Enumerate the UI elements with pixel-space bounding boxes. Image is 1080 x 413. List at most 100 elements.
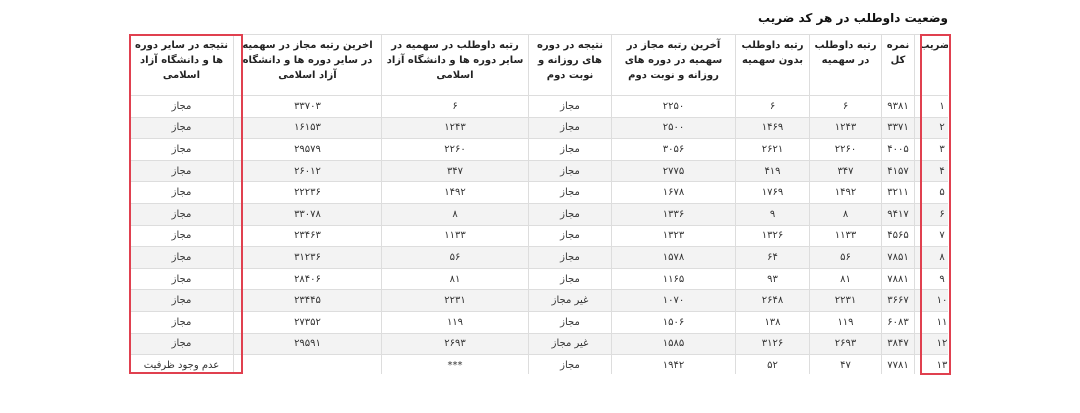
table-cell: ۱۵۰۶ [611, 310, 736, 334]
table-cell: ۲۲۶۰ [809, 138, 882, 161]
table-cell: مجاز [528, 310, 612, 334]
table-cell: مجاز [528, 246, 612, 269]
table-cell: ۷۸۸۱ [881, 267, 915, 291]
table-cell: ۳۳۷۰۳ [233, 95, 382, 118]
table-row: ۹ ۷۸۸۱ ۸۱ ۹۳ ۱۱۶۵ مجاز ۸۱ ۲۸۴۰۶ مجاز [130, 267, 948, 291]
table-cell: ۵۶ [809, 246, 882, 269]
table-cell: ۶۴ [735, 246, 810, 269]
column-header: نتیجه در سایر دوره ها و دانشگاه آزاد اسل… [130, 34, 234, 96]
table-cell: ۹۳ [735, 267, 810, 291]
table-cell: ۲۹۵۷۹ [233, 138, 382, 161]
table-cell: ۱۳۲۳ [611, 224, 736, 248]
table-cell: ۲۷۷۵ [611, 159, 736, 183]
table-cell: ۱۰ [914, 289, 948, 312]
table-cell: ۳۰۵۶ [611, 138, 736, 161]
table-row: ۴ ۴۱۵۷ ۳۴۷ ۴۱۹ ۲۷۷۵ مجاز ۳۴۷ ۲۶۰۱۲ مجاز [130, 159, 948, 183]
table-cell: ۳۱۲۳۶ [233, 246, 382, 269]
table-cell: مجاز [130, 224, 234, 248]
table-cell: ۹۳۸۱ [881, 95, 915, 118]
table-cell: ۱۲ [914, 332, 948, 356]
table-cell: ۱۱۹ [809, 310, 882, 334]
table-cell: ۳۸۴۷ [881, 332, 915, 356]
table-cell: ۵ [914, 181, 948, 204]
table-cell: ۲۶۴۸ [735, 289, 810, 312]
column-header: رتبه داوطلب بدون سهمیه [735, 34, 810, 96]
table-cell: ۳۴۷ [809, 159, 882, 183]
table-cell: ۱۵۷۸ [611, 246, 736, 269]
table-cell: ۲۶۲۱ [735, 138, 810, 161]
table-cell: عدم وجود ظرفیت [130, 354, 234, 374]
table-cell: ۱۳ [914, 354, 948, 374]
table-cell: ۲ [914, 116, 948, 140]
table-cell: ۸ [914, 246, 948, 269]
table-cell: مجاز [130, 202, 234, 226]
table-cell: مجاز [528, 267, 612, 291]
table-cell: ۴۵۶۵ [881, 224, 915, 248]
table-cell: ۴ [914, 159, 948, 183]
table-cell: ۲۳۴۶۳ [233, 224, 382, 248]
table-cell: ۶ [735, 95, 810, 118]
column-header: نتیجه در دوره های روزانه و نوبت دوم [528, 34, 612, 96]
table-cell: ۵۶ [381, 246, 529, 269]
table-cell: غیر مجاز [528, 289, 612, 312]
table-cell: ۳۳۷۱ [881, 116, 915, 140]
table-cell: ۱۰۷۰ [611, 289, 736, 312]
table-cell: ۱۳۳۶ [611, 202, 736, 226]
table-cell: غیر مجاز [528, 332, 612, 356]
table-cell: مجاز [130, 267, 234, 291]
table-row: ۷ ۴۵۶۵ ۱۱۳۳ ۱۳۲۶ ۱۳۲۳ مجاز ۱۱۳۳ ۲۳۴۶۳ مجاز [130, 224, 948, 248]
table-cell: ۷۸۵۱ [881, 246, 915, 269]
table-cell: ۱۵۸۵ [611, 332, 736, 356]
table-cell: ۱۳۲۶ [735, 224, 810, 248]
table-cell: مجاز [528, 95, 612, 118]
table-cell: ۳ [914, 138, 948, 161]
table-cell: ۶ [914, 202, 948, 226]
table-cell: مجاز [528, 159, 612, 183]
table-cell: ۲۲۵۰ [611, 95, 736, 118]
table-cell: مجاز [528, 138, 612, 161]
table-cell: ۲۶۹۳ [381, 332, 529, 356]
table-cell: ۳۲۱۱ [881, 181, 915, 204]
table-cell: ۸ [381, 202, 529, 226]
table-cell: ۲۲۳۱ [381, 289, 529, 312]
table-cell: ۱۶۱۵۳ [233, 116, 382, 140]
table-cell: ۳۴۷ [381, 159, 529, 183]
table-cell: ۲۶۹۳ [809, 332, 882, 356]
table-cell: ۱۴۶۹ [735, 116, 810, 140]
table-cell: ۸۱ [381, 267, 529, 291]
table-cell: مجاز [528, 224, 612, 248]
table-row: ۱۱ ۶۰۸۳ ۱۱۹ ۱۳۸ ۱۵۰۶ مجاز ۱۱۹ ۲۷۳۵۲ مجاز [130, 310, 948, 334]
table-cell: ۱۳۸ [735, 310, 810, 334]
table-cell: ۴۱۹ [735, 159, 810, 183]
table-cell: ۱۹۴۲ [611, 354, 736, 374]
table-cell: ۱۲۴۳ [809, 116, 882, 140]
table-cell: ۱۱۶۵ [611, 267, 736, 291]
table-cell: ۱ [914, 95, 948, 118]
table-row: ۶ ۹۴۱۷ ۸ ۹ ۱۳۳۶ مجاز ۸ ۳۳۰۷۸ مجاز [130, 202, 948, 226]
table-cell: مجاز [130, 289, 234, 312]
table-cell: ۲۲۶۰ [381, 138, 529, 161]
table-cell: ۲۳۴۴۵ [233, 289, 382, 312]
table-cell: ۶ [381, 95, 529, 118]
table-cell: ۸ [809, 202, 882, 226]
table-row: ۱۲ ۳۸۴۷ ۲۶۹۳ ۳۱۲۶ ۱۵۸۵ غیر مجاز ۲۶۹۳ ۲۹۵۹۱ مجاز [130, 332, 948, 356]
table-row: ۱ ۹۳۸۱ ۶ ۶ ۲۲۵۰ مجاز ۶ ۳۳۷۰۳ مجاز [130, 95, 948, 118]
table-cell: مجاز [528, 354, 612, 374]
table-cell: ۱۱۳۳ [381, 224, 529, 248]
table-row: ۲ ۳۳۷۱ ۱۲۴۳ ۱۴۶۹ ۲۵۰۰ مجاز ۱۲۴۳ ۱۶۱۵۳ مجاز [130, 116, 948, 140]
table-cell: ۹ [735, 202, 810, 226]
table-cell: ۹۴۱۷ [881, 202, 915, 226]
table-cell: *** [381, 354, 529, 374]
table-cell: ۲۵۰۰ [611, 116, 736, 140]
table-row: ۱۰ ۳۶۶۷ ۲۲۳۱ ۲۶۴۸ ۱۰۷۰ غیر مجاز ۲۲۳۱ ۲۳۴۴۵ مجاز [130, 289, 948, 312]
table-cell: ۱۱ [914, 310, 948, 334]
table-row: ۸ ۷۸۵۱ ۵۶ ۶۴ ۱۵۷۸ مجاز ۵۶ ۳۱۲۳۶ مجاز [130, 246, 948, 269]
table-cell: ۷۷۸۱ [881, 354, 915, 374]
column-header: رتبه داوطلب در سهمیه در سایر دوره ها و د… [381, 34, 529, 96]
column-header: آخرین رتبه مجاز در سهمیه در دوره های روز… [611, 34, 736, 96]
column-header: نمره کل [881, 34, 915, 96]
table-cell: ۶ [809, 95, 882, 118]
